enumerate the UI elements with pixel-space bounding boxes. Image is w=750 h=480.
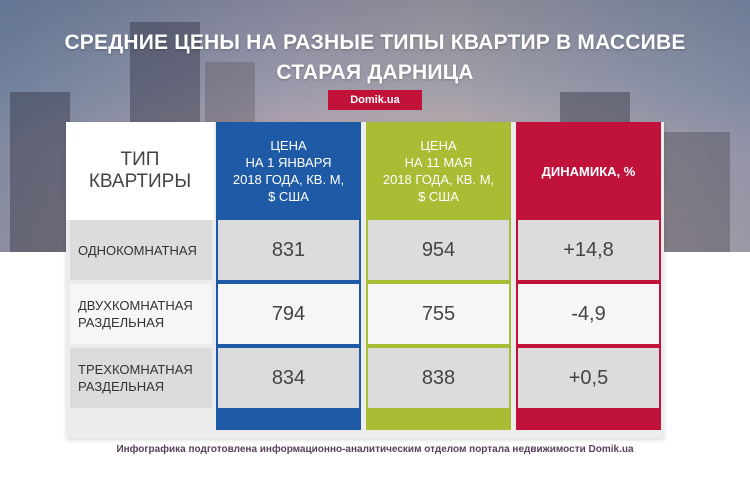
row-label-text: ТРЕХКОМНАТНАЯ xyxy=(78,362,193,377)
header-price-jan-line: НА 1 ЯНВАРЯ xyxy=(245,155,332,170)
header-price-jan-line: $ США xyxy=(268,189,309,204)
cell-jan-2: 794 xyxy=(218,284,359,344)
cell-dyn-2: -4,9 xyxy=(518,284,659,344)
cell-jan-1: 831 xyxy=(218,220,359,280)
row-label-1: ОДНОКОМНАТНАЯ xyxy=(70,220,212,280)
header-price-jan-line: 2018 ГОДА, КВ. М, xyxy=(232,172,345,187)
header-price-jan-line: ЦЕНА xyxy=(270,138,307,153)
header-type-line: КВАРТИРЫ xyxy=(88,171,192,192)
header-type-line: ТИП xyxy=(120,149,160,170)
header-price-jan: ЦЕНА НА 1 ЯНВАРЯ 2018 ГОДА, КВ. М, $ США xyxy=(216,122,361,220)
footer-credit: Инфографика подготовлена информационно-а… xyxy=(116,444,634,455)
header-price-may-line: $ США xyxy=(418,189,459,204)
cell-dyn-1: +14,8 xyxy=(518,220,659,280)
row-label-2: ДВУХКОМНАТНАЯ РАЗДЕЛЬНАЯ xyxy=(70,284,212,344)
header-price-may-line: 2018 ГОДА, КВ. М, xyxy=(382,172,495,187)
title-line-1: СРЕДНИЕ ЦЕНЫ НА РАЗНЫЕ ТИПЫ КВАРТИР В МА… xyxy=(64,31,686,54)
row-label-text: РАЗДЕЛЬНАЯ xyxy=(78,379,165,394)
header-price-may-line: НА 11 МАЯ xyxy=(404,155,473,170)
cell-may-2: 755 xyxy=(368,284,509,344)
cell-may-3: 838 xyxy=(368,348,509,408)
row-label-3: ТРЕХКОМНАТНАЯ РАЗДЕЛЬНАЯ xyxy=(70,348,212,408)
cell-jan-3: 834 xyxy=(218,348,359,408)
cell-may-1: 954 xyxy=(368,220,509,280)
page-title: СРЕДНИЕ ЦЕНЫ НА РАЗНЫЕ ТИПЫ КВАРТИР В МА… xyxy=(0,28,750,88)
row-label-text: ОДНОКОМНАТНАЯ xyxy=(78,242,197,258)
header-price-may-line: ЦЕНА xyxy=(420,138,457,153)
row-label-text: ДВУХКОМНАТНАЯ xyxy=(78,298,193,313)
header-price-may: ЦЕНА НА 11 МАЯ 2018 ГОДА, КВ. М, $ США xyxy=(366,122,511,220)
cell-dyn-3: +0,5 xyxy=(518,348,659,408)
header-type: ТИП КВАРТИРЫ xyxy=(66,122,214,220)
row-label-text: РАЗДЕЛЬНАЯ xyxy=(78,315,165,330)
brand-badge: Domik.ua xyxy=(328,90,422,110)
header-dynamics: ДИНАМИКА, % xyxy=(516,122,661,220)
title-line-2: СТАРАЯ ДАРНИЦА xyxy=(276,61,474,84)
